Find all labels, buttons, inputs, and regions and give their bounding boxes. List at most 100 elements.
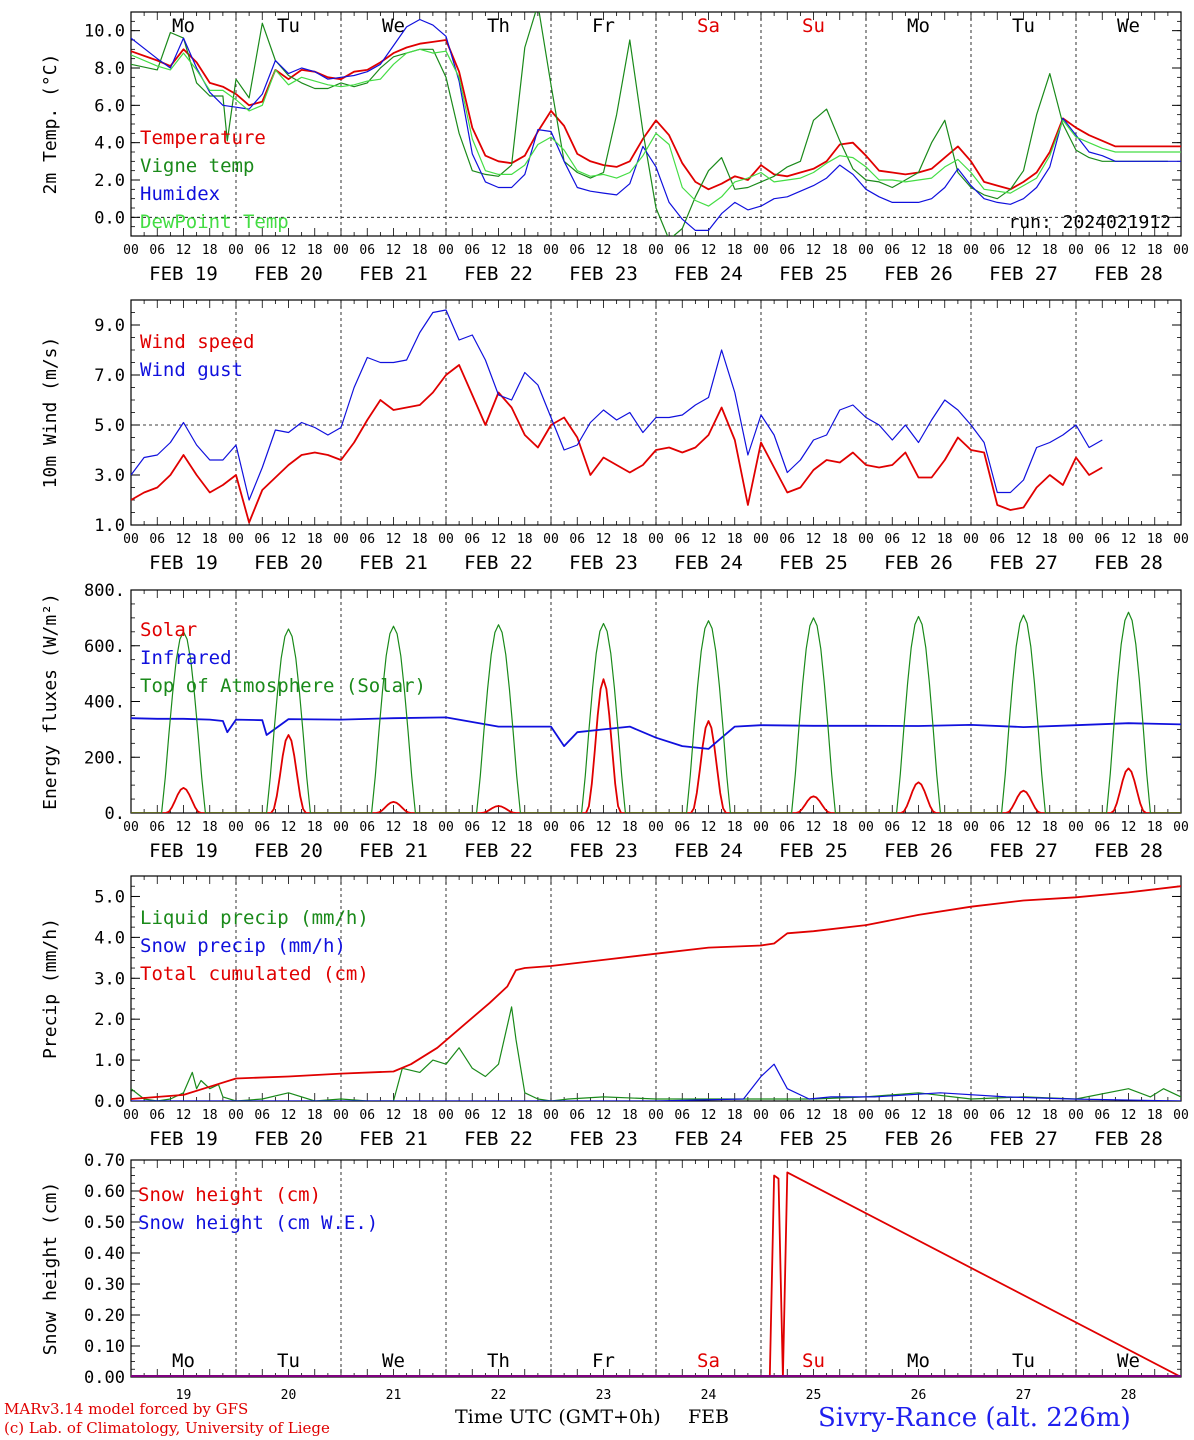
hour-tick-label: 00 bbox=[438, 243, 454, 258]
hour-tick-label: 00 bbox=[858, 532, 874, 547]
y-tick-label: 5.0 bbox=[94, 887, 125, 907]
hour-tick-label: 00 bbox=[1068, 532, 1084, 547]
hour-tick-label: 18 bbox=[412, 820, 428, 835]
hour-tick-label: 18 bbox=[937, 532, 953, 547]
legend-entry: Solar bbox=[140, 619, 197, 641]
series-line-vigne-temp bbox=[131, 12, 1168, 236]
hour-tick-label: 06 bbox=[569, 1108, 585, 1123]
hour-tick-label: 00 bbox=[1173, 820, 1189, 835]
hour-tick-label: 00 bbox=[438, 820, 454, 835]
series-line-dewpoint-temp bbox=[131, 48, 1181, 207]
y-tick-label: 400. bbox=[84, 693, 125, 713]
hour-tick-label: 12 bbox=[806, 243, 822, 258]
series-group bbox=[131, 12, 1181, 236]
hour-tick-label: 12 bbox=[491, 243, 507, 258]
hour-tick-label: 12 bbox=[176, 243, 192, 258]
hour-tick-label: 18 bbox=[832, 532, 848, 547]
y-tick-label: 0.70 bbox=[84, 1151, 125, 1171]
y-tick-label: 600. bbox=[84, 637, 125, 657]
hour-tick-label: 18 bbox=[202, 820, 218, 835]
y-axis-label: 10m Wind (m/s) bbox=[40, 337, 61, 489]
y-tick-label: 8.0 bbox=[94, 59, 125, 79]
dow-label: Tu bbox=[1012, 1350, 1035, 1372]
hour-tick-label: 18 bbox=[622, 1108, 638, 1123]
hour-tick-label: 00 bbox=[228, 1108, 244, 1123]
hour-tick-label: 18 bbox=[412, 1108, 428, 1123]
hour-tick-label: 00 bbox=[543, 532, 559, 547]
y-tick-label: 200. bbox=[84, 748, 125, 768]
hour-tick-label: 12 bbox=[806, 1108, 822, 1123]
hour-tick-label: 18 bbox=[517, 1108, 533, 1123]
legend-entry: Infrared bbox=[140, 647, 232, 669]
hour-tick-label: 12 bbox=[1121, 1108, 1137, 1123]
hour-tick-label: 06 bbox=[674, 820, 690, 835]
date-label: FEB 26 bbox=[884, 1128, 953, 1150]
hour-tick-label: 06 bbox=[254, 1108, 270, 1123]
legend-entry: Snow height (cm W.E.) bbox=[138, 1212, 378, 1234]
date-label: FEB 28 bbox=[1094, 263, 1163, 285]
model-credit: MARv3.14 model forced by GFS bbox=[4, 1400, 249, 1418]
hour-tick-label: 06 bbox=[464, 820, 480, 835]
hour-tick-label: 18 bbox=[517, 532, 533, 547]
hour-tick-label: 06 bbox=[149, 1108, 165, 1123]
hour-tick-label: 12 bbox=[701, 820, 717, 835]
hour-tick-label: 00 bbox=[858, 820, 874, 835]
y-tick-label: 1.0 bbox=[94, 1051, 125, 1071]
dow-label: Mo bbox=[172, 15, 195, 37]
hour-tick-label: 06 bbox=[779, 820, 795, 835]
hour-tick-label: 12 bbox=[1121, 820, 1137, 835]
hour-tick-label: 06 bbox=[359, 243, 375, 258]
y-axis-label: Energy fluxes (W/m²) bbox=[40, 593, 61, 810]
hour-tick-label: 00 bbox=[228, 820, 244, 835]
day-number-label: 24 bbox=[701, 1388, 717, 1403]
hour-tick-label: 12 bbox=[1016, 1108, 1032, 1123]
date-label: FEB 23 bbox=[569, 552, 638, 574]
hour-tick-label: 06 bbox=[149, 820, 165, 835]
hour-tick-label: 00 bbox=[543, 243, 559, 258]
hour-tick-label: 18 bbox=[307, 532, 323, 547]
run-annotation: run: 2024021912 bbox=[1008, 212, 1171, 233]
dow-label: Tu bbox=[277, 15, 300, 37]
legend-entry: Wind speed bbox=[140, 331, 254, 353]
dow-label: Tu bbox=[1012, 15, 1035, 37]
hour-tick-label: 06 bbox=[359, 532, 375, 547]
hour-tick-label: 00 bbox=[648, 243, 664, 258]
hour-tick-label: 12 bbox=[911, 532, 927, 547]
date-label: FEB 21 bbox=[359, 840, 428, 862]
date-label: FEB 20 bbox=[254, 1128, 323, 1150]
hour-tick-label: 00 bbox=[543, 1108, 559, 1123]
hour-tick-label: 18 bbox=[202, 243, 218, 258]
lab-credit: (c) Lab. of Climatology, University of L… bbox=[4, 1419, 330, 1437]
hour-tick-label: 18 bbox=[1042, 820, 1058, 835]
hour-tick-label: 00 bbox=[123, 243, 139, 258]
day-number-label: 26 bbox=[911, 1388, 927, 1403]
dow-label: Su bbox=[802, 15, 825, 37]
hour-tick-label: 06 bbox=[359, 1108, 375, 1123]
hour-tick-label: 06 bbox=[884, 820, 900, 835]
hour-tick-label: 06 bbox=[464, 243, 480, 258]
date-label: FEB 25 bbox=[779, 263, 848, 285]
date-label: FEB 27 bbox=[989, 263, 1058, 285]
hour-tick-label: 00 bbox=[1173, 1108, 1189, 1123]
hour-tick-label: 06 bbox=[254, 243, 270, 258]
y-tick-label: 4.0 bbox=[94, 134, 125, 154]
date-label: FEB 26 bbox=[884, 263, 953, 285]
hour-tick-label: 00 bbox=[333, 532, 349, 547]
y-tick-label: 0.40 bbox=[84, 1244, 125, 1264]
date-label: FEB 22 bbox=[464, 840, 533, 862]
hour-tick-label: 18 bbox=[412, 532, 428, 547]
y-tick-label: 0.30 bbox=[84, 1275, 125, 1295]
hour-tick-label: 18 bbox=[832, 1108, 848, 1123]
hour-tick-label: 12 bbox=[386, 532, 402, 547]
hour-tick-label: 06 bbox=[674, 1108, 690, 1123]
legend-entry: Snow precip (mm/h) bbox=[140, 935, 346, 957]
dow-label: We bbox=[1117, 15, 1140, 37]
legend-entry: Snow height (cm) bbox=[138, 1184, 321, 1206]
hour-tick-label: 00 bbox=[648, 820, 664, 835]
hour-tick-label: 12 bbox=[1016, 243, 1032, 258]
hour-tick-label: 12 bbox=[491, 820, 507, 835]
hour-tick-label: 00 bbox=[1068, 820, 1084, 835]
legend-entry: Wind gust bbox=[140, 359, 243, 381]
date-label: FEB 24 bbox=[674, 1128, 743, 1150]
